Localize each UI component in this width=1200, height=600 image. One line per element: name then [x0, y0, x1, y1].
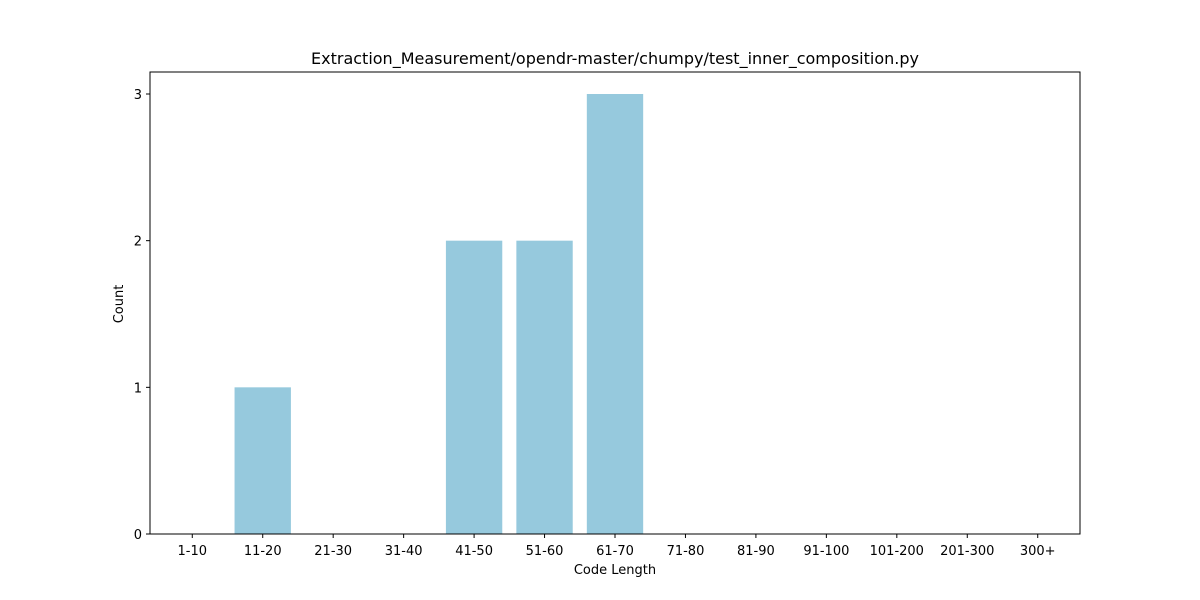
x-tick-label: 300+	[1020, 544, 1056, 559]
x-tick-label: 81-90	[737, 544, 775, 559]
x-axis-ticks: 1-10 11-20 21-30 31-40 41-50 51-60 61-70 71-80 8…	[178, 534, 1056, 559]
x-tick-label: 31-40	[385, 544, 423, 559]
plot-area-frame	[149, 71, 1081, 535]
bar-11-20	[234, 387, 291, 534]
bar-61-70	[586, 94, 644, 534]
y-axis-title: Count	[112, 285, 127, 324]
x-tick-label: 1-10	[178, 544, 208, 559]
x-tick-label: 51-60	[526, 544, 564, 559]
y-tick-label: 3	[134, 88, 142, 103]
bar-41-50	[445, 240, 503, 535]
y-axis-ticks: 0 1 2 3	[134, 88, 150, 543]
bars	[234, 94, 644, 535]
x-tick-label: 71-80	[667, 544, 705, 559]
x-tick-label: 21-30	[314, 544, 352, 559]
x-tick-label: 91-100	[803, 544, 849, 559]
y-tick-label: 0	[134, 528, 142, 543]
x-tick-label: 201-300	[940, 544, 994, 559]
x-tick-label: 61-70	[596, 544, 634, 559]
x-axis-title: Code Length	[574, 563, 656, 578]
chart-title: Extraction_Measurement/opendr-master/chu…	[311, 49, 919, 69]
y-tick-label: 1	[134, 381, 142, 396]
x-tick-label: 101-200	[870, 544, 924, 559]
x-tick-label: 41-50	[455, 544, 493, 559]
x-tick-label: 11-20	[244, 544, 282, 559]
y-tick-label: 2	[134, 235, 142, 250]
bar-51-60	[516, 240, 573, 535]
